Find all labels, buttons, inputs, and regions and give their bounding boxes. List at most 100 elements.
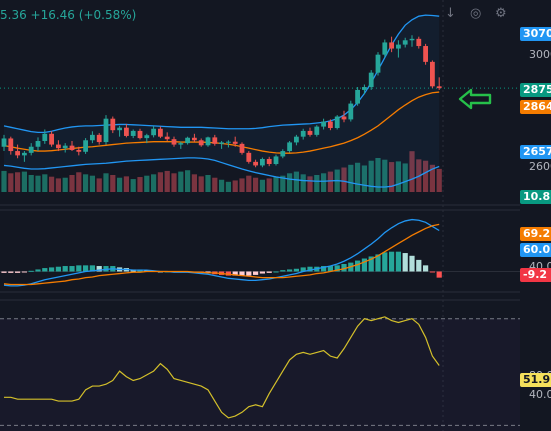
candle-body [436, 86, 442, 89]
candle-body [300, 130, 306, 137]
macd-histogram-bar [259, 271, 265, 274]
volume-bar [212, 177, 218, 192]
volume-bar [205, 175, 211, 192]
volume-bar [130, 179, 136, 192]
macd-histogram-bar [300, 267, 306, 272]
macd-histogram-bar [103, 266, 109, 272]
signal-tag: 69.2 [520, 227, 551, 241]
volume-bar [429, 164, 435, 192]
macd-histogram-bar [423, 265, 429, 272]
candle-body [253, 161, 258, 166]
candle-body [348, 103, 354, 120]
volume-bar [273, 177, 279, 192]
volume-bar [368, 160, 374, 192]
volume-bar [49, 176, 55, 192]
macd-histogram-bar [307, 266, 313, 272]
histogram-tag: -9.2 [520, 268, 551, 282]
macd-histogram-bar [287, 269, 293, 272]
volume-bar [287, 173, 293, 192]
candle-body [151, 128, 156, 136]
volume-bar [355, 162, 361, 192]
macd-histogram-bar [375, 254, 381, 272]
candle-body [314, 126, 320, 135]
macd-histogram-bar [55, 266, 61, 272]
volume-tag: 10.8 [520, 190, 551, 204]
left-arrow-icon [458, 88, 492, 110]
arrow-down-icon[interactable]: ↓ [445, 6, 456, 21]
volume-bar [164, 170, 170, 192]
candle-body [22, 152, 27, 156]
last-price-tag: 2875 [520, 83, 551, 97]
macd-histogram-bar [361, 258, 367, 272]
volume-bar [348, 164, 354, 192]
rsi-line [4, 316, 440, 419]
lower-band-tag: 2657 [520, 145, 551, 159]
lower-band-line [3, 157, 440, 188]
macd-histogram-bar [96, 266, 102, 272]
candle-body [232, 141, 238, 144]
volume-bar [361, 165, 367, 192]
macd-histogram-bar [225, 271, 231, 276]
candle-body [8, 138, 14, 152]
eye-icon[interactable]: ◎ [470, 6, 482, 21]
macd-histogram-bar [35, 269, 41, 272]
macd-histogram-bar [389, 251, 395, 272]
macd-histogram-bar [416, 259, 422, 272]
macd-histogram-bar [273, 271, 279, 273]
macd-histogram-bar [49, 267, 55, 272]
volume-bar [28, 175, 34, 192]
candle-body [96, 134, 102, 143]
candle-body [28, 146, 34, 153]
candle-body [192, 137, 197, 141]
candle-body [42, 133, 48, 141]
candle-body [396, 44, 401, 49]
candle-body [103, 118, 109, 143]
macd-histogram-bar [334, 265, 340, 272]
volume-bar [69, 175, 75, 192]
macd-histogram-bar [144, 270, 150, 272]
macd-histogram-bar [321, 266, 327, 272]
candle-body [69, 145, 75, 150]
candle-body [198, 140, 204, 146]
candle-body [76, 149, 82, 152]
volume-bar [137, 177, 143, 192]
settings-icon[interactable]: ⚙ [495, 6, 507, 21]
macd-histogram-bar [76, 265, 82, 272]
candle-body [62, 145, 68, 149]
volume-bar [76, 172, 82, 192]
volume-bar [423, 160, 429, 192]
volume-bar [117, 177, 123, 192]
macd-tag: 60.0 [520, 243, 551, 257]
candle-body [212, 137, 218, 144]
price-tick-2600: 2600 [529, 160, 551, 173]
macd-histogram-bar [253, 271, 259, 275]
volume-bar [409, 151, 415, 192]
candle-body [171, 139, 177, 145]
candle-body [83, 140, 88, 152]
volume-bar [300, 174, 306, 192]
macd-histogram-bar [355, 260, 361, 272]
candle-body [137, 130, 143, 139]
volume-bar [185, 170, 191, 192]
volume-bar [151, 174, 157, 192]
candle-body [49, 133, 54, 145]
volume-bar [157, 172, 163, 192]
candle-body [389, 42, 394, 49]
macd-histogram-bar [83, 265, 89, 272]
candle-body [307, 130, 313, 135]
macd-histogram-bar [382, 252, 388, 272]
candle-body [164, 136, 170, 140]
volume-bar [62, 177, 68, 192]
grid-lines [0, 0, 520, 431]
volume-bar [395, 161, 401, 192]
macd-histogram-bar [409, 255, 415, 272]
macd-histogram-bar [327, 266, 333, 272]
candle-body [15, 151, 20, 156]
volume-bar [307, 176, 313, 192]
macd-histogram-bar [1, 271, 7, 273]
candle-body [362, 87, 367, 90]
candle-body [328, 121, 333, 129]
macd-histogram-bar [266, 271, 272, 273]
candle-body [185, 137, 190, 144]
